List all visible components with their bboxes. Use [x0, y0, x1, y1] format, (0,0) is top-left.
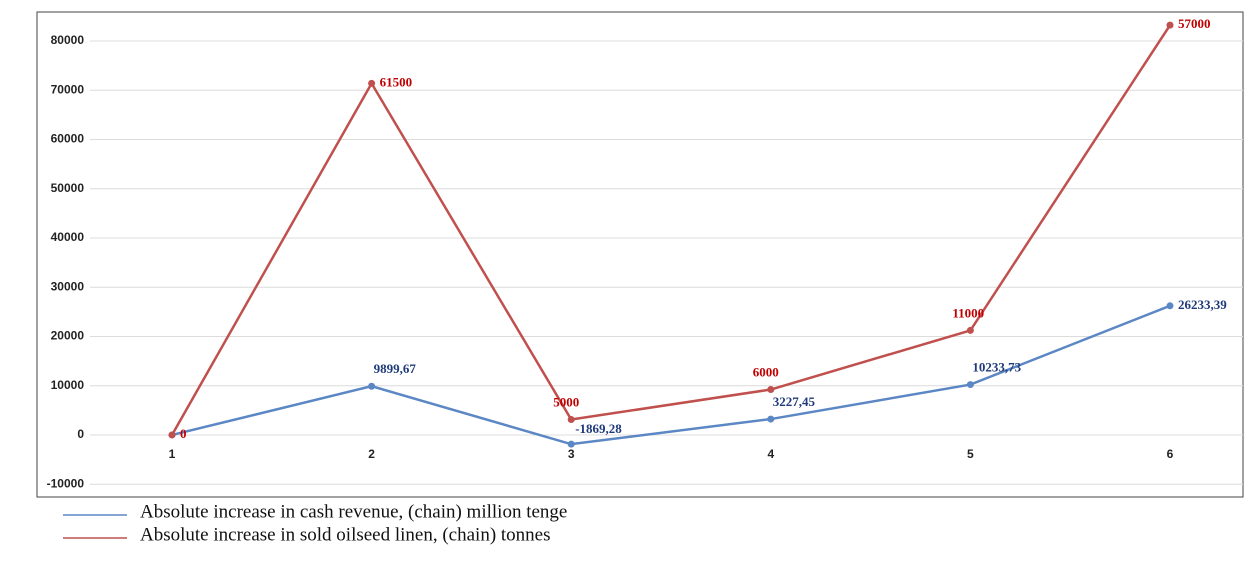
- data-point: [168, 431, 176, 439]
- data-label: -1869,28: [575, 421, 622, 436]
- data-label: 5000: [553, 395, 579, 410]
- y-tick-label: 10000: [51, 378, 85, 392]
- legend-label: Absolute increase in cash revenue, (chai…: [140, 501, 567, 522]
- data-label: 11000: [952, 305, 984, 320]
- data-label: 6000: [753, 365, 779, 380]
- data-point: [368, 79, 376, 87]
- plot-frame: [36, 11, 1244, 498]
- x-tick-label: 6: [1167, 447, 1174, 461]
- data-label: 57000: [1178, 16, 1211, 31]
- data-label: 9899,67: [374, 361, 417, 376]
- y-tick-label: 30000: [51, 279, 85, 293]
- y-tick-label: 40000: [51, 230, 85, 244]
- x-tick-label: 2: [368, 447, 375, 461]
- data-label: 10233,73: [972, 360, 1021, 375]
- x-tick-label: 5: [967, 447, 974, 461]
- data-point: [767, 415, 775, 423]
- y-tick-label: 80000: [51, 33, 85, 47]
- data-label: 3227,45: [773, 394, 816, 409]
- data-point: [368, 382, 376, 390]
- y-tick-label: -10000: [47, 476, 85, 490]
- data-point: [966, 381, 974, 389]
- series-line: [170, 24, 1172, 436]
- data-label: 0: [180, 426, 187, 441]
- data-point: [966, 326, 974, 334]
- y-tick-label: 0: [77, 427, 84, 441]
- x-tick-label: 3: [568, 447, 575, 461]
- y-tick-label: 60000: [51, 132, 85, 146]
- series-line: [171, 304, 1171, 446]
- y-tick-label: 70000: [51, 82, 85, 96]
- y-tick-label: 50000: [51, 181, 85, 195]
- data-label: 26233,39: [1178, 297, 1227, 312]
- data-point: [1166, 302, 1174, 310]
- x-tick-label: 4: [767, 447, 774, 461]
- data-point: [1166, 21, 1174, 29]
- data-point: [567, 440, 575, 448]
- data-label: 61500: [380, 74, 413, 89]
- data-point: [567, 416, 575, 424]
- data-point: [767, 386, 775, 394]
- y-tick-label: 20000: [51, 329, 85, 343]
- legend-label: Absolute increase in sold oilseed linen,…: [140, 524, 551, 545]
- x-tick-label: 1: [169, 447, 176, 461]
